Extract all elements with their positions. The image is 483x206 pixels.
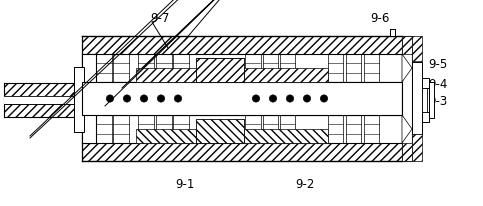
Bar [136, 129, 196, 143]
Bar [113, 115, 128, 143]
Bar [96, 115, 112, 143]
Circle shape [253, 95, 259, 103]
Text: 9-2: 9-2 [295, 178, 315, 191]
Polygon shape [402, 55, 412, 83]
Bar [82, 83, 402, 115]
Bar [422, 89, 427, 112]
Bar [196, 119, 244, 143]
Circle shape [270, 95, 277, 103]
Bar [156, 115, 171, 143]
Bar [328, 115, 343, 143]
Bar [429, 83, 434, 118]
Bar [173, 115, 188, 143]
Bar [346, 115, 361, 143]
Circle shape [174, 95, 182, 103]
Bar [245, 55, 260, 83]
Bar [402, 37, 412, 55]
Bar [138, 115, 154, 143]
Bar [390, 30, 395, 37]
Bar [156, 55, 171, 83]
Text: 9-3: 9-3 [428, 95, 448, 108]
Bar [328, 55, 343, 83]
Bar [74, 68, 84, 132]
Bar [364, 115, 380, 143]
Text: 9-1: 9-1 [175, 178, 195, 191]
Circle shape [106, 95, 114, 103]
Bar [422, 112, 429, 122]
Bar [263, 55, 279, 83]
Bar [4, 84, 74, 97]
Circle shape [141, 95, 148, 103]
Bar [402, 143, 412, 161]
Bar [4, 104, 74, 117]
Bar [82, 37, 402, 55]
Bar [346, 55, 361, 83]
Bar [364, 55, 380, 83]
Bar [82, 55, 96, 143]
Bar [138, 55, 154, 83]
Bar [136, 69, 196, 83]
Bar [280, 55, 296, 83]
Bar [412, 37, 422, 62]
Bar [173, 55, 188, 83]
Circle shape [320, 95, 327, 103]
Text: 9-7: 9-7 [150, 12, 170, 25]
Bar [4, 97, 74, 104]
Bar [412, 134, 422, 161]
Bar [196, 59, 244, 83]
Circle shape [123, 95, 130, 103]
Bar [422, 79, 429, 89]
Bar [113, 55, 128, 83]
Circle shape [157, 95, 165, 103]
Bar [74, 77, 78, 124]
Bar [82, 143, 402, 161]
Bar [412, 63, 422, 134]
Bar [263, 115, 279, 143]
Bar [280, 115, 296, 143]
Text: 9-6: 9-6 [370, 12, 390, 25]
Polygon shape [402, 115, 412, 143]
Bar [402, 37, 412, 161]
Bar [96, 55, 112, 83]
Circle shape [303, 95, 311, 103]
Bar [244, 69, 328, 83]
Text: 9-4: 9-4 [428, 78, 448, 91]
Bar [245, 115, 260, 143]
Circle shape [286, 95, 294, 103]
Text: 9-5: 9-5 [428, 58, 448, 71]
Bar [244, 129, 328, 143]
